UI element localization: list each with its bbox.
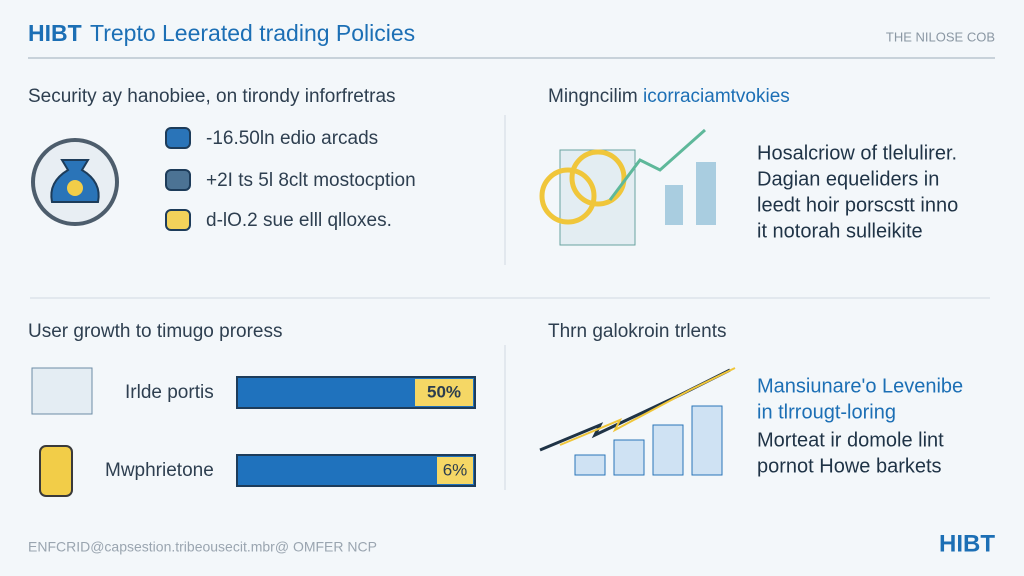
text-line: pornot Howe barkets	[757, 455, 942, 477]
text-line: Morteat ir domole lint	[757, 429, 944, 451]
illustration	[608, 128, 706, 201]
heading: User growth to timugo proress	[28, 321, 283, 342]
brand: HIBT	[28, 20, 82, 46]
illustration	[559, 367, 736, 446]
legend-label: +2I ts 5l 8clt mostocption	[206, 170, 416, 191]
illustration	[574, 454, 606, 476]
illustration	[696, 162, 716, 225]
text-line: leedt hoir porscstt inno	[757, 194, 958, 216]
text-line: in tlrrougt-loring	[757, 401, 896, 423]
bar-label: Irlde portis	[125, 382, 214, 403]
footer-note: ENFCRID@capsestion.tribeousecit.mbr@ OMF…	[28, 539, 377, 555]
legend-label: -16.50ln edio arcads	[206, 128, 378, 149]
text-line: Mansiunare'o Levenibe	[757, 375, 963, 397]
illustration	[691, 405, 723, 476]
footer-brand: HIBT	[939, 530, 995, 557]
heading: Thrn galokroin trlents	[548, 321, 726, 342]
legend-swatch	[165, 127, 191, 149]
badge-text: 50%	[427, 382, 461, 401]
heading-part: icorraciamtvokies	[643, 86, 790, 107]
legend-label: d-lO.2 sue elll qlloxes.	[206, 210, 392, 231]
illustration	[652, 424, 684, 476]
illustration	[665, 185, 683, 225]
illustration	[569, 149, 627, 207]
text-line: it notorah sulleikite	[757, 220, 923, 242]
icon	[67, 180, 83, 196]
progress-bar	[236, 454, 476, 487]
badge-text: 6%	[443, 460, 468, 479]
heading-part: Mingncilim	[548, 86, 638, 107]
illustration	[613, 439, 645, 476]
illustration	[559, 149, 636, 246]
tag: THE NILOSE COB	[886, 29, 995, 44]
badge	[437, 457, 473, 484]
text-line: Dagian equeliders in	[757, 168, 939, 190]
bar-label: Mwphrietone	[105, 460, 214, 481]
icon	[39, 445, 73, 497]
heading: Security ay hanobiee, on tirondy inforfr…	[28, 86, 396, 107]
badge	[415, 379, 473, 406]
heading: Mingncilim icorraciamtvokies	[548, 86, 790, 107]
illustration	[539, 167, 597, 225]
legend-swatch	[165, 169, 191, 191]
text-line: Hosalcriow of tlelulirer.	[757, 142, 957, 164]
icon	[31, 367, 93, 415]
title: Trepto Leerated trading Policies	[90, 20, 415, 46]
legend-swatch	[165, 209, 191, 231]
